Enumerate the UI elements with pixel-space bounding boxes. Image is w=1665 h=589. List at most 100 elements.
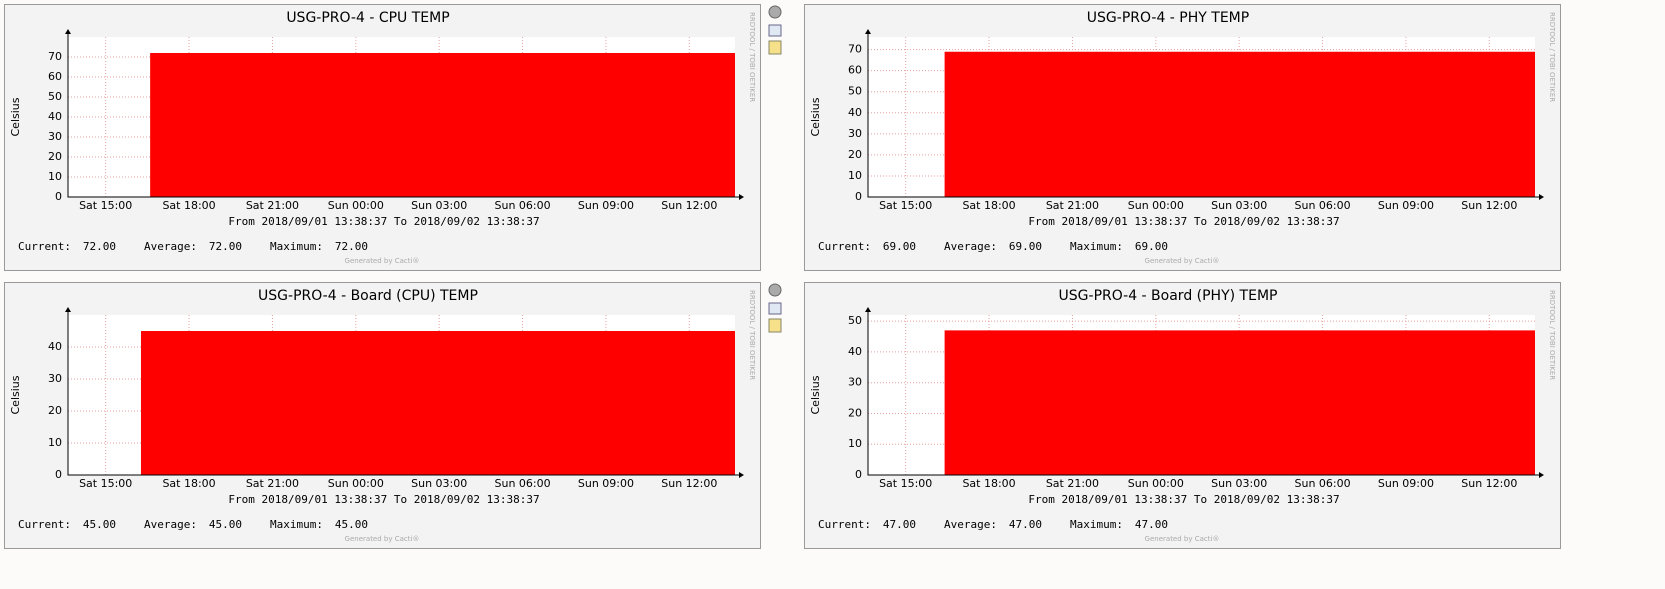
legend-label: Average: <box>144 518 197 531</box>
x-tick-label: Sun 06:00 <box>494 199 550 212</box>
y-tick-label: 0 <box>855 190 862 203</box>
x-tick-label: Sun 06:00 <box>494 477 550 490</box>
legend-label: Average: <box>944 240 997 253</box>
x-tick-label: Sat 18:00 <box>962 477 1015 490</box>
footer: Generated by Cacti® <box>1145 535 1220 543</box>
legend-label: Maximum: <box>270 240 323 253</box>
x-tick-label: Sat 18:00 <box>162 477 215 490</box>
x-tick-label: Sun 00:00 <box>1128 199 1184 212</box>
y-tick-label: 0 <box>855 468 862 481</box>
x-tick-label: Sun 09:00 <box>1378 199 1434 212</box>
y-tick-label: 10 <box>48 170 62 183</box>
legend-value: 47.00 <box>1135 518 1168 531</box>
legend-value: 72.00 <box>83 240 116 253</box>
x-tick-label: Sun 00:00 <box>1128 477 1184 490</box>
y-tick-label: 60 <box>848 64 862 77</box>
export-icon[interactable] <box>768 24 782 37</box>
legend-value: 45.00 <box>335 518 368 531</box>
legend-value: 72.00 <box>335 240 368 253</box>
legend-value: 45.00 <box>83 518 116 531</box>
y-tick-label: 10 <box>48 436 62 449</box>
x-tick-label: Sun 00:00 <box>328 477 384 490</box>
footer: Generated by Cacti® <box>345 535 420 543</box>
x-tick-label: Sun 03:00 <box>1211 477 1267 490</box>
list-icon[interactable] <box>768 40 782 55</box>
x-tick-label: Sat 18:00 <box>962 199 1015 212</box>
list-icon[interactable] <box>768 318 782 333</box>
y-tick-label: 30 <box>48 372 62 385</box>
y-axis-label: Celsius <box>9 375 22 414</box>
legend-label: Current: <box>18 240 71 253</box>
y-tick-label: 20 <box>48 150 62 163</box>
temperature-area <box>140 331 736 475</box>
y-tick-label: 30 <box>848 376 862 389</box>
legend-label: Average: <box>144 240 197 253</box>
x-tick-label: Sat 15:00 <box>79 477 132 490</box>
y-axis-label: Celsius <box>809 97 822 136</box>
y-tick-label: 70 <box>48 50 62 63</box>
graph-title: USG-PRO-4 - Board (PHY) TEMP <box>1059 288 1278 304</box>
temperature-area <box>150 53 735 197</box>
y-tick-label: 20 <box>48 404 62 417</box>
y-tick-label: 50 <box>48 90 62 103</box>
legend-label: Maximum: <box>1070 240 1123 253</box>
axes <box>867 31 1541 198</box>
x-tick-label: Sat 21:00 <box>246 199 299 212</box>
y-tick-label: 70 <box>848 43 862 56</box>
x-tick-label: Sun 09:00 <box>578 199 634 212</box>
x-tick-label: Sat 15:00 <box>879 199 932 212</box>
y-tick-label: 40 <box>848 345 862 358</box>
legend-label: Average: <box>944 518 997 531</box>
temperature-area <box>944 330 1535 475</box>
x-tick-label: Sun 09:00 <box>1378 477 1434 490</box>
legend-label: Maximum: <box>270 518 323 531</box>
graph-icons <box>768 5 782 333</box>
x-tick-label: Sun 12:00 <box>1461 199 1517 212</box>
y-tick-label: 0 <box>55 190 62 203</box>
legend-value: 69.00 <box>1009 240 1042 253</box>
axes <box>67 309 741 476</box>
x-tick-label: Sat 15:00 <box>79 199 132 212</box>
x-tick-label: Sun 00:00 <box>328 199 384 212</box>
x-tick-label: Sun 03:00 <box>411 199 467 212</box>
x-tick-label: Sat 21:00 <box>1046 477 1099 490</box>
x-tick-label: Sat 21:00 <box>1046 199 1099 212</box>
y-tick-label: 40 <box>48 110 62 123</box>
graph-title: USG-PRO-4 - Board (CPU) TEMP <box>258 288 478 304</box>
x-tick-label: Sat 15:00 <box>879 477 932 490</box>
footer: Generated by Cacti® <box>1145 257 1220 265</box>
time-range: From 2018/09/01 13:38:37 To 2018/09/02 1… <box>1028 215 1339 228</box>
y-tick-label: 20 <box>848 148 862 161</box>
graph: USG-PRO-4 - CPU TEMP RRDTOOL / TOBI OETIK… <box>4 4 761 271</box>
settings-icon[interactable] <box>768 283 782 297</box>
y-tick-label: 60 <box>48 70 62 83</box>
legend-value: 47.00 <box>883 518 916 531</box>
graph: USG-PRO-4 - PHY TEMP RRDTOOL / TOBI OETIK… <box>804 4 1561 271</box>
time-range: From 2018/09/01 13:38:37 To 2018/09/02 1… <box>228 215 539 228</box>
y-axis-label: Celsius <box>809 375 822 414</box>
y-tick-label: 20 <box>848 406 862 419</box>
legend-value: 69.00 <box>1135 240 1168 253</box>
watermark: RRDTOOL / TOBI OETIKER <box>1548 12 1556 102</box>
legend-value: 72.00 <box>209 240 242 253</box>
legend-value: 69.00 <box>883 240 916 253</box>
legend-value: 47.00 <box>1009 518 1042 531</box>
x-tick-label: Sun 12:00 <box>1461 477 1517 490</box>
x-tick-label: Sat 18:00 <box>162 199 215 212</box>
legend-label: Current: <box>18 518 71 531</box>
watermark: RRDTOOL / TOBI OETIKER <box>1548 290 1556 380</box>
y-tick-label: 40 <box>848 106 862 119</box>
export-icon[interactable] <box>768 302 782 315</box>
y-tick-label: 10 <box>848 169 862 182</box>
x-tick-label: Sun 12:00 <box>661 199 717 212</box>
settings-icon[interactable] <box>768 5 782 19</box>
graph-title: USG-PRO-4 - CPU TEMP <box>286 10 449 26</box>
x-tick-label: Sun 06:00 <box>1294 477 1350 490</box>
watermark: RRDTOOL / TOBI OETIKER <box>748 12 756 102</box>
axes <box>67 31 741 198</box>
y-axis-label: Celsius <box>9 97 22 136</box>
y-tick-label: 50 <box>848 85 862 98</box>
y-tick-label: 30 <box>848 127 862 140</box>
time-range: From 2018/09/01 13:38:37 To 2018/09/02 1… <box>1028 493 1339 506</box>
